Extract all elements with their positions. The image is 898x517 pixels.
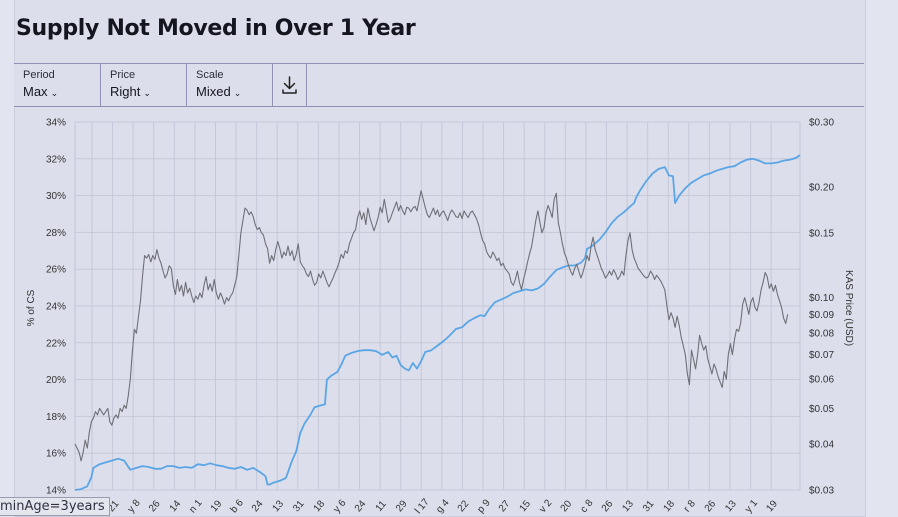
y2-tick-label: $0.10: [809, 293, 834, 304]
chart-grid: [74, 121, 801, 491]
y-tick-label: 26%: [46, 265, 66, 276]
y-tick-label: 18%: [46, 412, 66, 423]
period-value: Max: [23, 84, 48, 99]
chart-controls: Period Max ⌄ Price Right ⌄ Scale Mixed ⌄: [14, 63, 864, 107]
y-tick-label: 24%: [46, 302, 66, 313]
price-value-row: Right ⌄: [110, 84, 186, 99]
download-icon: [282, 76, 297, 94]
x-tick-label: 27: [497, 498, 513, 514]
x-tick-label: g 4: [434, 497, 452, 515]
x-tick-label: 15: [517, 498, 533, 514]
x-tick-label: y 1: [743, 497, 760, 515]
x-tick-label: 29: [394, 498, 410, 514]
y2-tick-label: $0.04: [809, 440, 834, 451]
download-button[interactable]: [273, 64, 307, 106]
x-tick-label: 18: [312, 498, 328, 514]
page-title: Supply Not Moved in Over 1 Year: [16, 16, 416, 41]
x-tick-label: 26: [147, 498, 163, 514]
x-tick-label: 31: [641, 498, 657, 514]
chevron-down-icon: ⌄: [143, 88, 151, 98]
y2-tick-label: $0.08: [809, 329, 834, 340]
y2-tick-label: $0.09: [809, 310, 834, 321]
y2-tick-label: $0.03: [809, 486, 834, 497]
series-tooltip: minAge=3years: [0, 497, 110, 516]
y-axis-title: % of CS: [26, 289, 37, 326]
scale-label: Scale: [196, 69, 224, 81]
x-tick-label: c 8: [579, 497, 596, 515]
y-tick-label: 34%: [46, 118, 66, 129]
price-label: Price: [110, 69, 136, 81]
supply-percent-line: [74, 154, 801, 491]
x-tick-label: 19: [209, 498, 225, 514]
x-tick-label: 18: [662, 498, 678, 514]
y2-tick-label: $0.07: [809, 350, 834, 361]
period-dropdown[interactable]: Period Max ⌄: [14, 64, 101, 106]
x-tick-label: 24: [353, 498, 369, 514]
y-tick-label: 16%: [46, 449, 66, 460]
y-tick-label: 30%: [46, 191, 66, 202]
y2-tick-label: $0.20: [809, 182, 834, 193]
y2-axis-title: KAS Price (USD): [843, 270, 854, 346]
y2-tick-label: $0.30: [809, 118, 834, 129]
y2-tick-label: $0.06: [809, 375, 834, 386]
x-tick-label: 20: [559, 498, 575, 514]
x-tick-label: 14: [168, 498, 184, 514]
y-tick-label: 22%: [46, 338, 66, 349]
scale-value: Mixed: [196, 84, 231, 99]
y-tick-label: 32%: [46, 154, 66, 165]
y2-tick-label: $0.15: [809, 228, 834, 239]
x-tick-label: 26: [600, 498, 616, 514]
x-tick-label: 22: [456, 498, 472, 514]
x-tick-label: 13: [620, 498, 636, 514]
x-tick-label: 26: [703, 498, 719, 514]
x-tick-label: y 6: [332, 497, 349, 515]
scale-value-row: Mixed ⌄: [196, 84, 272, 99]
x-tick-label: n 1: [187, 497, 205, 515]
x-tick-label: b 6: [228, 497, 246, 515]
left-y-axis: 34% 32% 30% 28% 26% 24% 22% 20% 18% 16% 14%: [46, 118, 66, 497]
kas-price-line: [74, 190, 789, 462]
x-tick-label: v 2: [537, 497, 554, 515]
y-tick-label: 14%: [46, 486, 66, 497]
x-tick-label: p 9: [475, 497, 493, 515]
x-tick-label: 11: [374, 499, 389, 514]
y-tick-label: 20%: [46, 375, 66, 386]
chevron-down-icon: ⌄: [50, 88, 59, 98]
x-tick-label: 24: [250, 498, 266, 514]
x-tick-label: 13: [723, 498, 739, 514]
x-tick-label: y 8: [126, 497, 143, 515]
period-label: Period: [23, 69, 55, 81]
x-tick-label: 19: [764, 498, 780, 514]
x-tick-label: 13: [271, 498, 287, 514]
chevron-down-icon: ⌄: [233, 88, 242, 98]
chart-series: [74, 154, 801, 491]
scale-dropdown[interactable]: Scale Mixed ⌄: [187, 64, 273, 106]
right-y-axis: $0.30 $0.20 $0.15 $0.10 $0.09 $0.08 $0.07 $0.06…: [809, 118, 834, 497]
y2-tick-label: $0.05: [809, 404, 834, 415]
period-value-row: Max ⌄: [23, 84, 100, 99]
y-tick-label: 28%: [46, 228, 66, 239]
price-dropdown[interactable]: Price Right ⌄: [101, 64, 187, 106]
x-tick-label: l 17: [413, 496, 432, 516]
price-value: Right: [110, 84, 141, 99]
x-tick-label: 31: [291, 498, 307, 514]
x-tick-label: r 8: [682, 498, 698, 514]
